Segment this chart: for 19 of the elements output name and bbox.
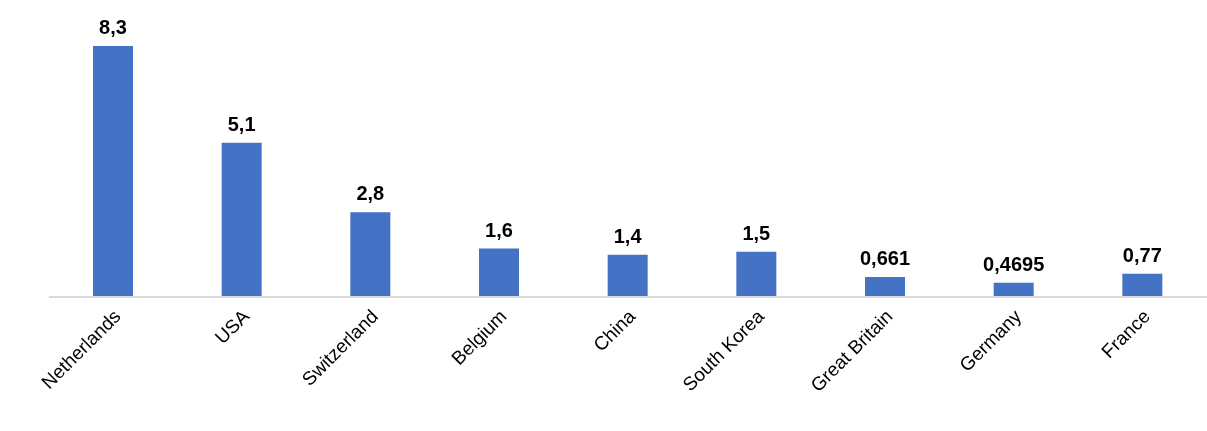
data-label: 1,5 — [742, 221, 771, 244]
bar — [607, 254, 648, 297]
data-label: 2,8 — [356, 182, 385, 205]
bar — [1122, 273, 1163, 297]
x-tick-label: USA — [210, 305, 254, 348]
bar — [993, 282, 1034, 297]
bar — [479, 248, 519, 297]
data-label: 0,77 — [1122, 243, 1162, 266]
data-label: 0,4695 — [983, 252, 1045, 275]
bar — [865, 277, 905, 297]
bar — [221, 142, 262, 297]
data-label: 5,1 — [227, 112, 256, 135]
bar — [736, 251, 777, 297]
bar — [93, 46, 133, 297]
data-label: 8,3 — [99, 16, 127, 38]
data-label: 0,661 — [859, 247, 911, 270]
bar — [350, 212, 391, 297]
data-label: 1,4 — [613, 224, 643, 247]
data-label: 1,6 — [485, 218, 513, 241]
